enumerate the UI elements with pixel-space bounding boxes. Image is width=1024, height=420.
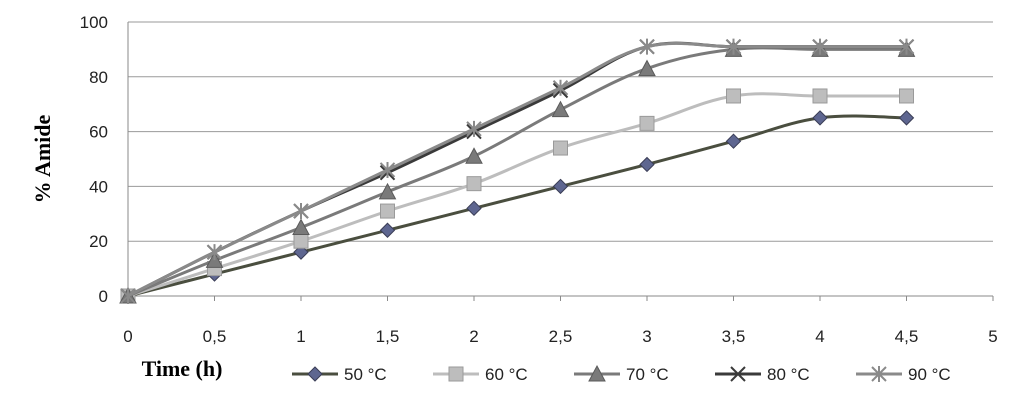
marker-star [206, 244, 223, 261]
x-tick-labels: 0 0,5 1 1,5 2 2,5 3 3,5 4 4,5 5 [123, 327, 997, 346]
series-line [127, 92, 907, 298]
marker-triangle [638, 59, 656, 77]
series-line [127, 41, 907, 298]
axes [127, 22, 994, 301]
marker-square [380, 203, 395, 219]
marker-square [293, 233, 309, 249]
marker-square [448, 366, 464, 382]
marker-diamond [379, 222, 396, 238]
marker-square [639, 115, 655, 131]
x-axis-title: Time (h) [142, 356, 223, 381]
marker-star [898, 38, 915, 55]
legend-label: 80 °C [767, 365, 810, 384]
x-tick-label: 0 [123, 327, 132, 346]
x-tick-label: 4,5 [895, 327, 919, 346]
legend-item: 50 °C [292, 365, 387, 384]
marker-square [899, 88, 914, 104]
grid-lines [128, 21, 993, 242]
marker-square [812, 88, 828, 104]
series-line [127, 114, 907, 298]
x-tick-label: 3 [642, 327, 651, 346]
marker-star [379, 161, 396, 178]
legend-label: 50 °C [344, 365, 387, 384]
marker-star [293, 203, 309, 220]
legend-label: 60 °C [485, 365, 528, 384]
x-tick-label: 4 [815, 327, 824, 346]
x-tick-label: 3,5 [722, 327, 746, 346]
marker-star [812, 38, 828, 55]
marker-star [552, 79, 569, 96]
x-tick-label: 1,5 [376, 327, 400, 346]
x-tick-label: 2,5 [549, 327, 573, 346]
marker-diamond [552, 178, 569, 195]
series-80c [120, 38, 915, 304]
marker-triangle [378, 182, 397, 200]
marker-star [466, 120, 482, 137]
x-tick-label: 2 [469, 327, 478, 346]
y-tick-label: 100 [80, 13, 108, 32]
y-axis-title: % Amide [30, 114, 55, 203]
marker-star [639, 38, 655, 55]
marker-diamond [466, 200, 482, 217]
x-tick-label: 5 [988, 327, 997, 346]
legend-item: 80 °C [715, 365, 810, 384]
series-70c [119, 40, 916, 304]
x-tick-label: 1 [296, 327, 305, 346]
marker-triangle [551, 100, 570, 118]
y-tick-label: 20 [89, 232, 108, 251]
series-50c [120, 110, 915, 304]
y-tick-label: 0 [99, 287, 108, 306]
legend-label: 90 °C [908, 365, 951, 384]
marker-triangle [292, 218, 310, 235]
marker-diamond [639, 156, 655, 173]
marker-x [730, 366, 746, 382]
series-90c [120, 38, 915, 304]
legend-item: 70 °C [574, 364, 669, 384]
marker-square [553, 140, 568, 156]
series-group [119, 38, 916, 304]
legend-item: 60 °C [433, 365, 528, 384]
marker-square [466, 176, 482, 192]
legend-item: 90 °C [856, 365, 951, 384]
x-tick-label: 0,5 [203, 327, 227, 346]
marker-star [871, 366, 887, 382]
marker-star [120, 288, 136, 304]
legend-label: 70 °C [626, 365, 669, 384]
marker-diamond [898, 110, 915, 126]
marker-diamond [307, 366, 323, 382]
y-tick-label: 40 [89, 177, 108, 196]
y-tick-label: 60 [89, 123, 108, 142]
marker-diamond [725, 133, 742, 149]
legend: 50 °C 60 °C 70 °C 80 °C 90 °C [292, 364, 951, 384]
marker-diamond [812, 110, 828, 126]
y-tick-label: 80 [89, 68, 108, 87]
marker-triangle [465, 147, 483, 164]
marker-square [726, 88, 741, 104]
marker-triangle [588, 364, 606, 382]
y-tick-labels: 0 20 40 60 80 100 [80, 13, 108, 306]
marker-star [725, 38, 742, 55]
